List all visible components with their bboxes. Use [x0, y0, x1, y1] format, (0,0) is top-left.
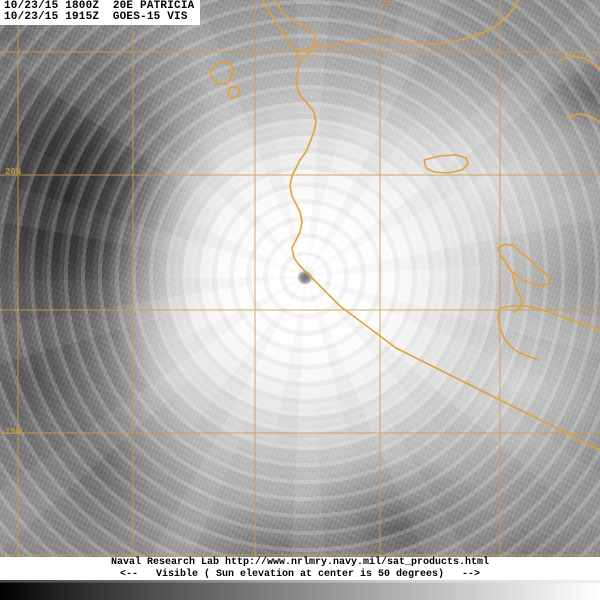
latitude-label-15n: 15N: [5, 427, 22, 437]
footer-annotation-box: Naval Research Lab http://www.nrlmry.nav…: [0, 557, 600, 582]
inland-detail: [559, 55, 600, 71]
footer-product-legend: <-- Visible ( Sun elevation at center is…: [119, 569, 481, 580]
inland-detail: [565, 113, 600, 123]
river-outline: [511, 271, 523, 313]
header-line-storm: 10/23/15 1800Z 20E PATRICIA: [4, 0, 195, 12]
grayscale-colorbar: [0, 582, 600, 600]
political-boundary: [497, 307, 539, 361]
header-line-satellite: 10/23/15 1915Z GOES-15 VIS: [4, 11, 188, 23]
coastline-mainland-mexico: [261, 0, 600, 451]
latitude-label-20n: 20N: [5, 167, 22, 177]
coastline-inlet: [273, 0, 317, 61]
island-outline: [227, 85, 241, 99]
coastline: [209, 0, 600, 451]
lake-outline: [497, 243, 551, 287]
lake-outline: [423, 154, 469, 174]
island-outline: [209, 61, 235, 85]
header-annotation-box: 10/23/15 1800Z 20E PATRICIA 10/23/15 191…: [0, 0, 201, 25]
longitude-label-105w: 105W: [384, 0, 394, 8]
footer-source-url: Naval Research Lab http://www.nrlmry.nav…: [110, 557, 490, 568]
colorbar-seam: [0, 580, 600, 583]
coastline-gulf-branch: [295, 0, 519, 53]
political-boundary: [499, 305, 600, 331]
